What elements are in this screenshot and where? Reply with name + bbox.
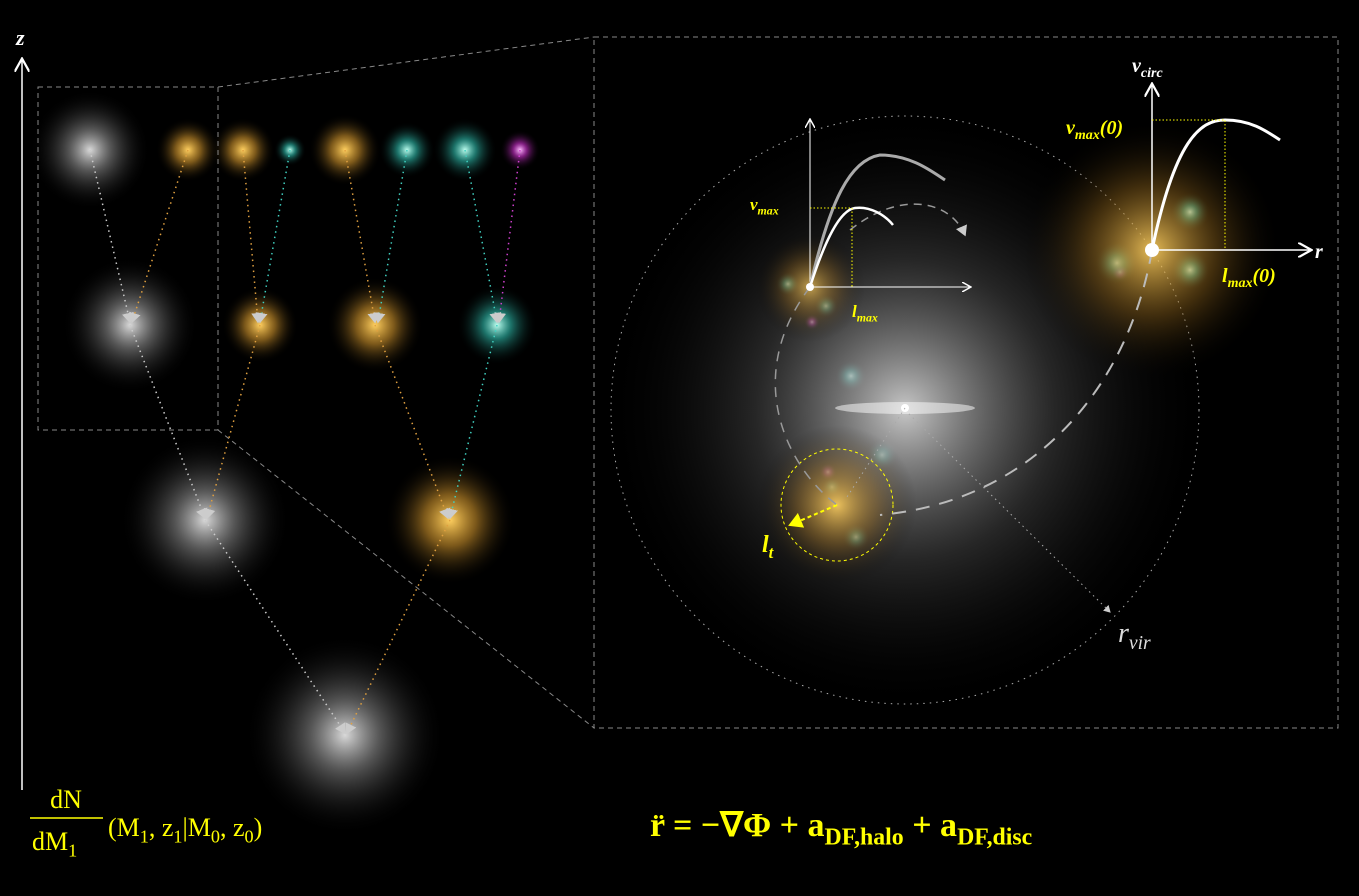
- rotation-curve: [808, 153, 946, 288]
- label-main: r: [1118, 618, 1129, 649]
- diagram: [22, 36, 1339, 835]
- label-after: (0): [1252, 265, 1275, 287]
- label: dM1: [32, 827, 77, 861]
- label-sub: vir: [1129, 633, 1151, 654]
- orbit: [849, 203, 967, 237]
- label-main: , z: [149, 813, 174, 842]
- l-t-arrow: [788, 504, 838, 528]
- label-sub: 1: [68, 841, 77, 861]
- label-main: l: [1222, 265, 1228, 287]
- label: vmax(0): [1066, 117, 1123, 143]
- z-label: z: [15, 25, 25, 50]
- label: rvir: [1118, 618, 1151, 654]
- orbit: [774, 286, 838, 506]
- merger-link: [494, 149, 521, 324]
- label: vmax: [750, 195, 779, 217]
- label: r: [1315, 241, 1323, 263]
- label-main: |M: [183, 813, 211, 842]
- merger-link: [242, 149, 264, 324]
- label-sub: DF,halo: [825, 825, 904, 851]
- label-after: (0): [1100, 117, 1123, 139]
- label: lmax(0): [1222, 265, 1276, 291]
- merger-link: [345, 519, 451, 735]
- label: r̈ = −∇Φ + aDF,halo + aDF,disc: [650, 807, 1032, 851]
- label-main: + a: [904, 807, 957, 844]
- merger-link: [204, 519, 346, 735]
- label-main: v: [1066, 117, 1076, 139]
- rotation-curve: [808, 206, 894, 288]
- label-main: v: [1132, 55, 1142, 77]
- label-main: r̈ = −∇Φ + a: [650, 807, 825, 844]
- label: lt: [762, 532, 775, 562]
- label-main: r: [1315, 241, 1323, 263]
- merger-link: [374, 324, 451, 520]
- label-sub: max: [1228, 276, 1253, 291]
- label-main: (M: [108, 813, 140, 842]
- merger-link: [89, 149, 134, 324]
- orbit: [879, 249, 1153, 516]
- subhalo-centre: [806, 283, 814, 291]
- label-sub: 1: [173, 827, 182, 847]
- label-sub: circ: [1141, 66, 1164, 81]
- label-sub: max: [758, 203, 779, 217]
- subhalo-centre: [1145, 243, 1159, 257]
- label-main: , z: [220, 813, 245, 842]
- rotation-curve: [1150, 118, 1281, 251]
- label: (M1, z1|M0, z0): [108, 813, 262, 847]
- merger-link: [446, 324, 498, 520]
- halo-blob: [245, 635, 445, 835]
- guide: [810, 207, 853, 287]
- label-sub: max: [1075, 128, 1100, 143]
- label-sub: t: [769, 543, 775, 562]
- zoom-box: [37, 86, 219, 431]
- label-sub: 0: [211, 827, 220, 847]
- zoom-line: [217, 429, 595, 729]
- label-main: v: [750, 195, 758, 214]
- merger-link: [203, 324, 261, 520]
- label: lmax: [852, 302, 878, 324]
- label-sub: 1: [140, 827, 149, 847]
- tidal-radius: [780, 448, 894, 562]
- label-main: l: [852, 302, 857, 321]
- virial-radius: [610, 115, 1200, 705]
- r-vir-arrow: [904, 409, 1111, 613]
- zoom-box: [593, 36, 1339, 729]
- label-main: ): [254, 813, 263, 842]
- fraction-numerator: dN: [50, 785, 82, 814]
- label-sub: 0: [244, 827, 253, 847]
- label-sub: DF,disc: [957, 825, 1032, 851]
- label-main: dM: [32, 827, 68, 856]
- label-main: l: [762, 532, 769, 558]
- zoom-line: [217, 36, 595, 88]
- label: vcirc: [1132, 55, 1163, 81]
- label-sub: max: [857, 310, 878, 324]
